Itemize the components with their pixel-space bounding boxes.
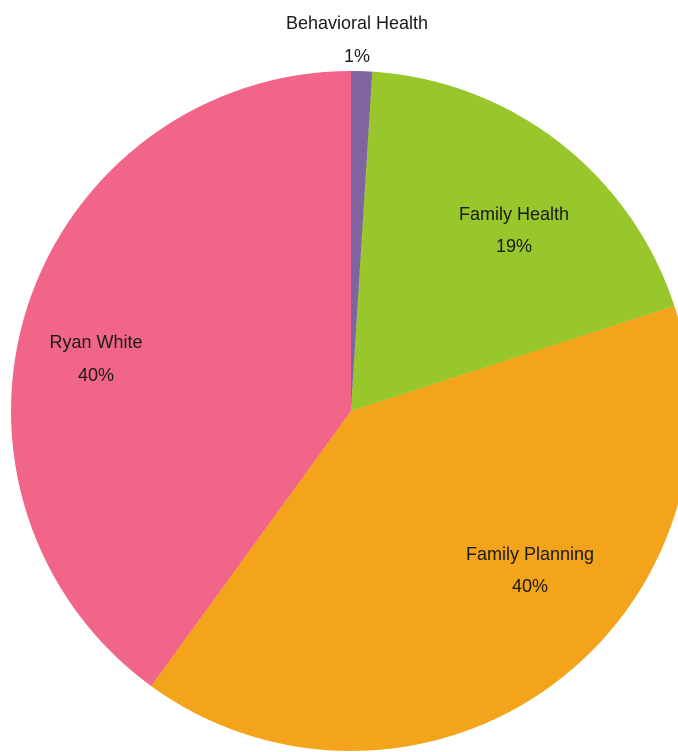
slice-label-behavioral-health: Behavioral Health	[286, 13, 428, 33]
slice-percent-ryan-white: 40%	[78, 365, 114, 385]
pie-slice-ryan-white	[10, 71, 351, 687]
slice-percent-family-health: 19%	[496, 236, 532, 256]
slice-label-ryan-white: Ryan White	[49, 332, 142, 352]
pie-slices	[10, 71, 678, 752]
slice-label-family-health: Family Health	[459, 204, 569, 224]
pie-slice-behavioral-health	[351, 71, 373, 411]
slice-name-behavioral-health: Behavioral Health	[286, 13, 428, 33]
pie-slice-family-health	[351, 71, 675, 412]
slice-label-family-planning: Family Planning	[466, 544, 594, 564]
slice-percent-behavioral-health: 1%	[344, 46, 370, 66]
slice-percent-family-planning: 40%	[512, 576, 548, 596]
pie-slice-family-planning	[151, 305, 678, 752]
